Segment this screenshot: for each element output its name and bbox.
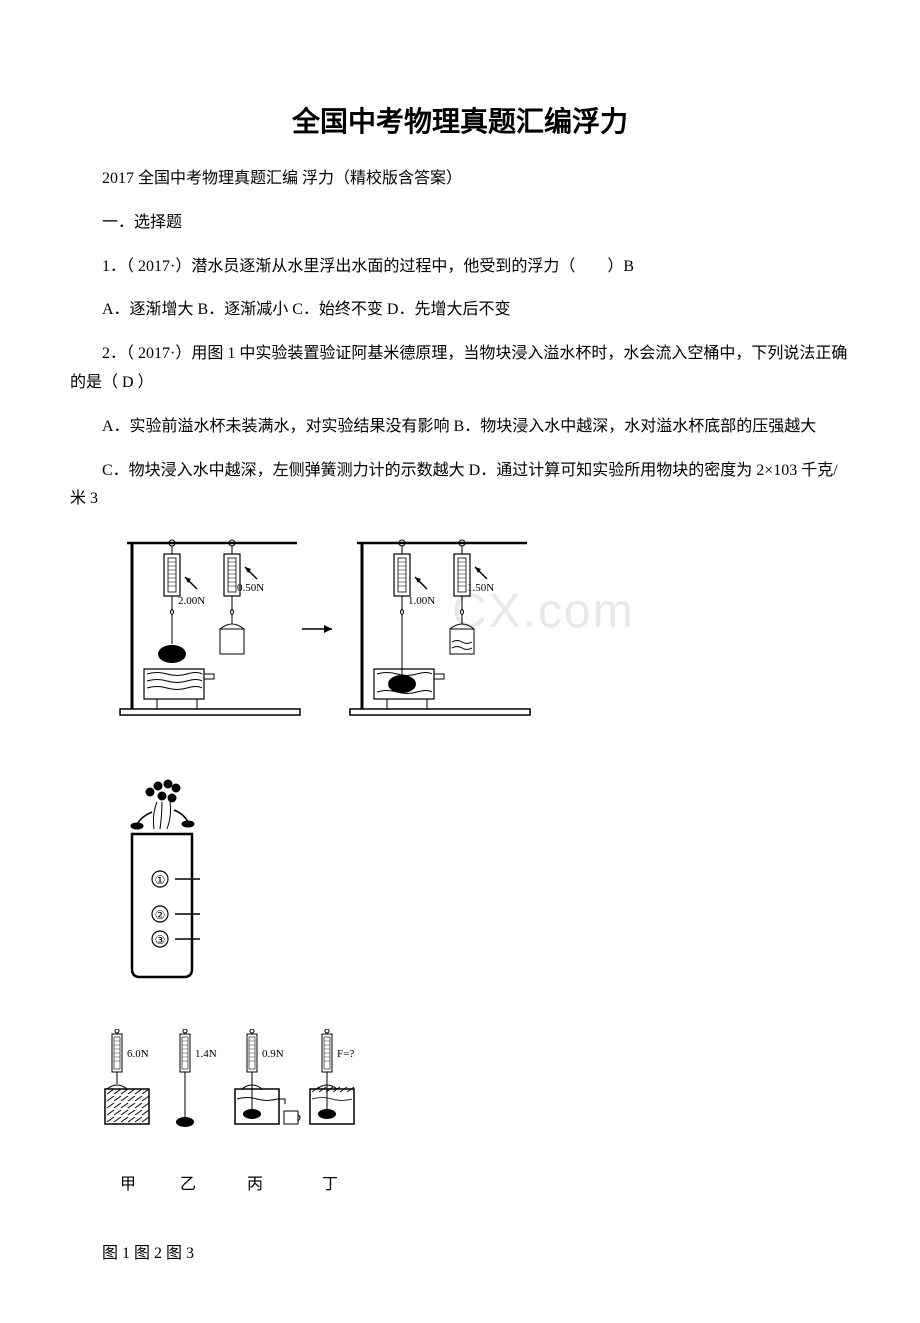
fig3-lab3: 丙 xyxy=(247,1176,263,1193)
q1-options: A．逐渐增大 B．逐渐减小 C．始终不变 D．先增大后不变 xyxy=(70,296,850,325)
figure-3-container: 6.0N 甲 1.4N 乙 xyxy=(102,1004,850,1224)
figure-2-flowerpot: ① ② ③ xyxy=(102,774,232,984)
fig3-v3: 0.9N xyxy=(262,1048,284,1060)
q2-text: 2．（ 2017·）用图 1 中实验装置验证阿基米德原理，当物块浸入溢水杯时，水… xyxy=(70,340,850,398)
figure-2-container: ① ② ③ xyxy=(102,744,850,989)
fig2-mark3: ③ xyxy=(155,933,166,947)
fig3-lab4: 丁 xyxy=(322,1176,338,1193)
fig1-val2: 0.50N xyxy=(237,582,264,594)
fig2-mark1: ① xyxy=(155,873,166,887)
fig1-val1: 2.00N xyxy=(178,595,205,607)
subtitle: 2017 全国中考物理真题汇编 浮力（精校版含答案） xyxy=(70,165,850,194)
fig3-v1: 6.0N xyxy=(127,1048,149,1060)
q2-optC: C．物块浸入水中越深，左侧弹簧测力计的示数越大 D．通过计算可知实验所用物块的密… xyxy=(70,457,850,515)
figure-caption: 图 1 图 2 图 3 xyxy=(70,1239,850,1263)
fig2-mark2: ② xyxy=(155,908,166,922)
figure-3-four-setups: 6.0N 甲 1.4N 乙 xyxy=(102,1029,382,1219)
fig1-val3: 1.00N xyxy=(408,595,435,607)
fig1-val4: 1.50N xyxy=(467,582,494,594)
q1-text: 1．（ 2017·）潜水员逐渐从水里浮出水面的过程中，他受到的浮力（ ）B xyxy=(70,253,850,282)
figure-1-archimedes: 2.00N 0.50N xyxy=(102,529,542,724)
fig3-v2: 1.4N xyxy=(195,1048,217,1060)
fig3-v4: F=? xyxy=(337,1048,354,1060)
fig3-lab1: 甲 xyxy=(120,1176,136,1193)
fig3-lab2: 乙 xyxy=(180,1176,196,1193)
figure-1-container: CX.com 2.00N xyxy=(102,529,850,729)
q2-optA: A．实验前溢水杯未装满水，对实验结果没有影响 B．物块浸入水中越深，水对溢水杯底… xyxy=(70,413,850,442)
document-title: 全国中考物理真题汇编浮力 xyxy=(70,100,850,140)
section-heading: 一．选择题 xyxy=(70,209,850,238)
